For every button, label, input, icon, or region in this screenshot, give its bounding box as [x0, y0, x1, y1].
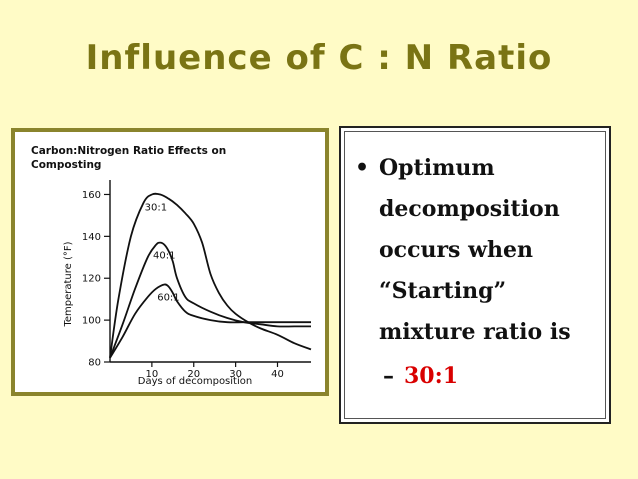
sub-bullet-dash: –	[383, 363, 394, 389]
bullet-text: Optimum decomposition occurs when “Start…	[379, 155, 571, 345]
series-line-30-1	[109, 192, 312, 358]
chart-axes: 80 100 120 140 160 10 20 30 40	[82, 180, 311, 380]
chart-title: Carbon:Nitrogen Ratio Effects on Composti…	[31, 145, 226, 171]
y-tick-label: 140	[82, 232, 101, 243]
series-line-60-1	[109, 283, 311, 359]
x-tick-label: 40	[271, 369, 284, 380]
y-tick-label: 160	[82, 190, 101, 201]
bullet-panel-frame: • Optimum decomposition occurs when “Sta…	[344, 131, 606, 419]
y-tick-label: 120	[82, 274, 101, 285]
bullet-panel: • Optimum decomposition occurs when “Sta…	[339, 126, 611, 424]
series-label-30-1: 30:1	[145, 202, 167, 213]
y-tick-label: 100	[82, 316, 101, 327]
ratio-value: 30:1	[404, 363, 459, 389]
x-axis-label: Days of decomposition	[138, 376, 252, 387]
y-tick-label: 80	[88, 358, 101, 369]
x-tick-label: 10	[146, 369, 159, 380]
y-axis-label: Temperature (°F)	[63, 241, 74, 327]
series-line-40-1	[109, 241, 311, 359]
series-label-60-1: 60:1	[157, 293, 179, 304]
slide-title: Influence of C : N Ratio	[85, 38, 553, 78]
chart-panel: Carbon:Nitrogen Ratio Effects on Composti…	[11, 128, 329, 396]
sub-bullet-item: –30:1	[383, 363, 458, 389]
temperature-chart: Carbon:Nitrogen Ratio Effects on Composti…	[31, 145, 312, 387]
x-tick-label: 20	[187, 369, 200, 380]
series-label-40-1: 40:1	[153, 251, 175, 262]
x-tick-label: 30	[229, 369, 242, 380]
bullet-dot: •	[355, 155, 370, 181]
chart-marks: 30:1 40:1 60:1	[109, 192, 312, 359]
